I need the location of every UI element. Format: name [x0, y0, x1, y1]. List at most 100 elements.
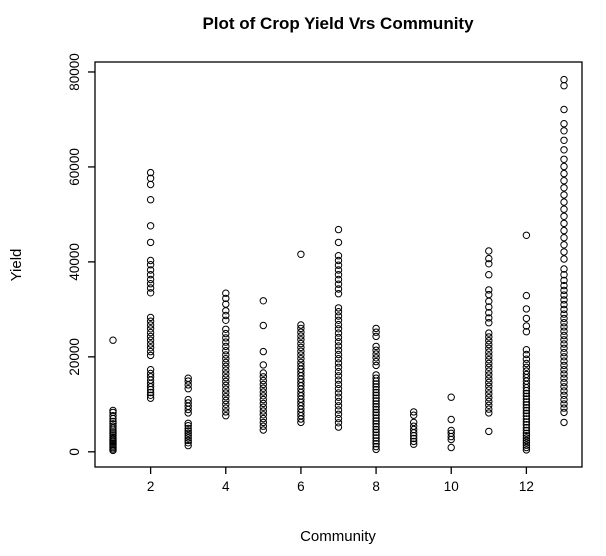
data-point — [372, 346, 380, 354]
data-point — [184, 424, 192, 433]
x-tick-label: 10 — [444, 479, 459, 494]
data-point — [522, 404, 531, 412]
data-point — [560, 340, 568, 348]
data-point — [485, 427, 493, 436]
data-point — [372, 400, 380, 408]
data-point — [222, 307, 230, 315]
data-point — [485, 382, 493, 390]
data-point — [560, 374, 568, 382]
scatter-points — [109, 75, 568, 455]
data-point — [410, 437, 418, 446]
data-point — [372, 388, 380, 397]
data-point — [222, 389, 230, 397]
data-point — [146, 238, 155, 247]
data-point — [560, 226, 568, 235]
data-point — [560, 300, 568, 309]
data-point — [259, 395, 267, 404]
data-point — [560, 265, 568, 273]
data-point — [222, 412, 230, 420]
data-point — [485, 333, 493, 341]
data-point — [334, 312, 343, 320]
data-point — [146, 280, 155, 288]
data-point — [334, 320, 343, 329]
data-point — [560, 344, 568, 352]
data-point — [109, 406, 117, 415]
data-point — [522, 363, 531, 371]
data-point — [560, 323, 568, 331]
data-point — [410, 434, 418, 443]
data-point — [334, 410, 343, 418]
data-point — [485, 286, 493, 294]
data-point — [184, 419, 192, 427]
data-point — [560, 127, 568, 135]
data-point — [222, 404, 230, 412]
data-point — [485, 329, 493, 337]
data-point — [447, 429, 455, 437]
data-point — [522, 231, 531, 240]
data-point — [334, 290, 343, 298]
data-point — [259, 422, 267, 430]
data-point — [259, 403, 267, 411]
data-point — [184, 427, 192, 435]
data-point — [222, 347, 230, 355]
data-point — [372, 411, 380, 419]
data-point — [560, 291, 568, 299]
data-point — [560, 336, 568, 344]
data-point — [259, 399, 267, 408]
data-point — [485, 309, 493, 317]
data-point — [372, 361, 380, 370]
data-point — [372, 374, 380, 382]
data-point — [146, 256, 155, 265]
data-point — [297, 343, 305, 352]
data-point — [485, 348, 493, 356]
data-point — [334, 389, 343, 397]
data-point — [522, 395, 531, 403]
data-point — [372, 383, 380, 391]
data-point — [334, 376, 343, 384]
axis-ticks — [88, 71, 528, 474]
data-point — [222, 300, 230, 308]
data-point — [522, 432, 531, 440]
data-point — [560, 370, 568, 378]
data-point — [522, 439, 531, 447]
data-point — [485, 260, 493, 268]
data-point — [560, 75, 568, 84]
data-point — [522, 370, 531, 379]
data-point — [485, 254, 493, 263]
data-point — [146, 266, 155, 274]
data-point — [372, 414, 380, 422]
y-tick-label: 0 — [67, 448, 82, 456]
data-point — [334, 238, 343, 247]
data-point — [146, 275, 155, 284]
data-point — [146, 321, 155, 329]
data-point — [522, 443, 531, 452]
data-point — [259, 426, 267, 434]
data-point — [259, 376, 267, 385]
data-point — [222, 400, 230, 408]
data-point — [259, 384, 267, 392]
data-point — [485, 340, 493, 349]
data-point — [372, 354, 380, 362]
data-point — [334, 414, 343, 423]
data-point — [259, 369, 267, 377]
data-point — [334, 329, 343, 337]
data-point — [560, 305, 568, 314]
data-point — [146, 336, 155, 344]
data-point — [560, 387, 568, 395]
data-point — [297, 250, 305, 259]
data-point — [372, 342, 380, 351]
data-point — [560, 357, 568, 365]
data-point — [485, 290, 493, 299]
data-point — [334, 338, 343, 346]
data-point — [560, 241, 568, 249]
data-point — [334, 393, 343, 401]
data-point — [184, 377, 192, 385]
data-point — [146, 394, 155, 402]
data-point — [222, 396, 230, 405]
data-point — [184, 395, 192, 404]
data-point — [297, 328, 305, 336]
data-point — [560, 234, 568, 242]
x-tick-label: 4 — [222, 479, 230, 494]
data-point — [259, 297, 267, 305]
data-point — [522, 415, 531, 423]
